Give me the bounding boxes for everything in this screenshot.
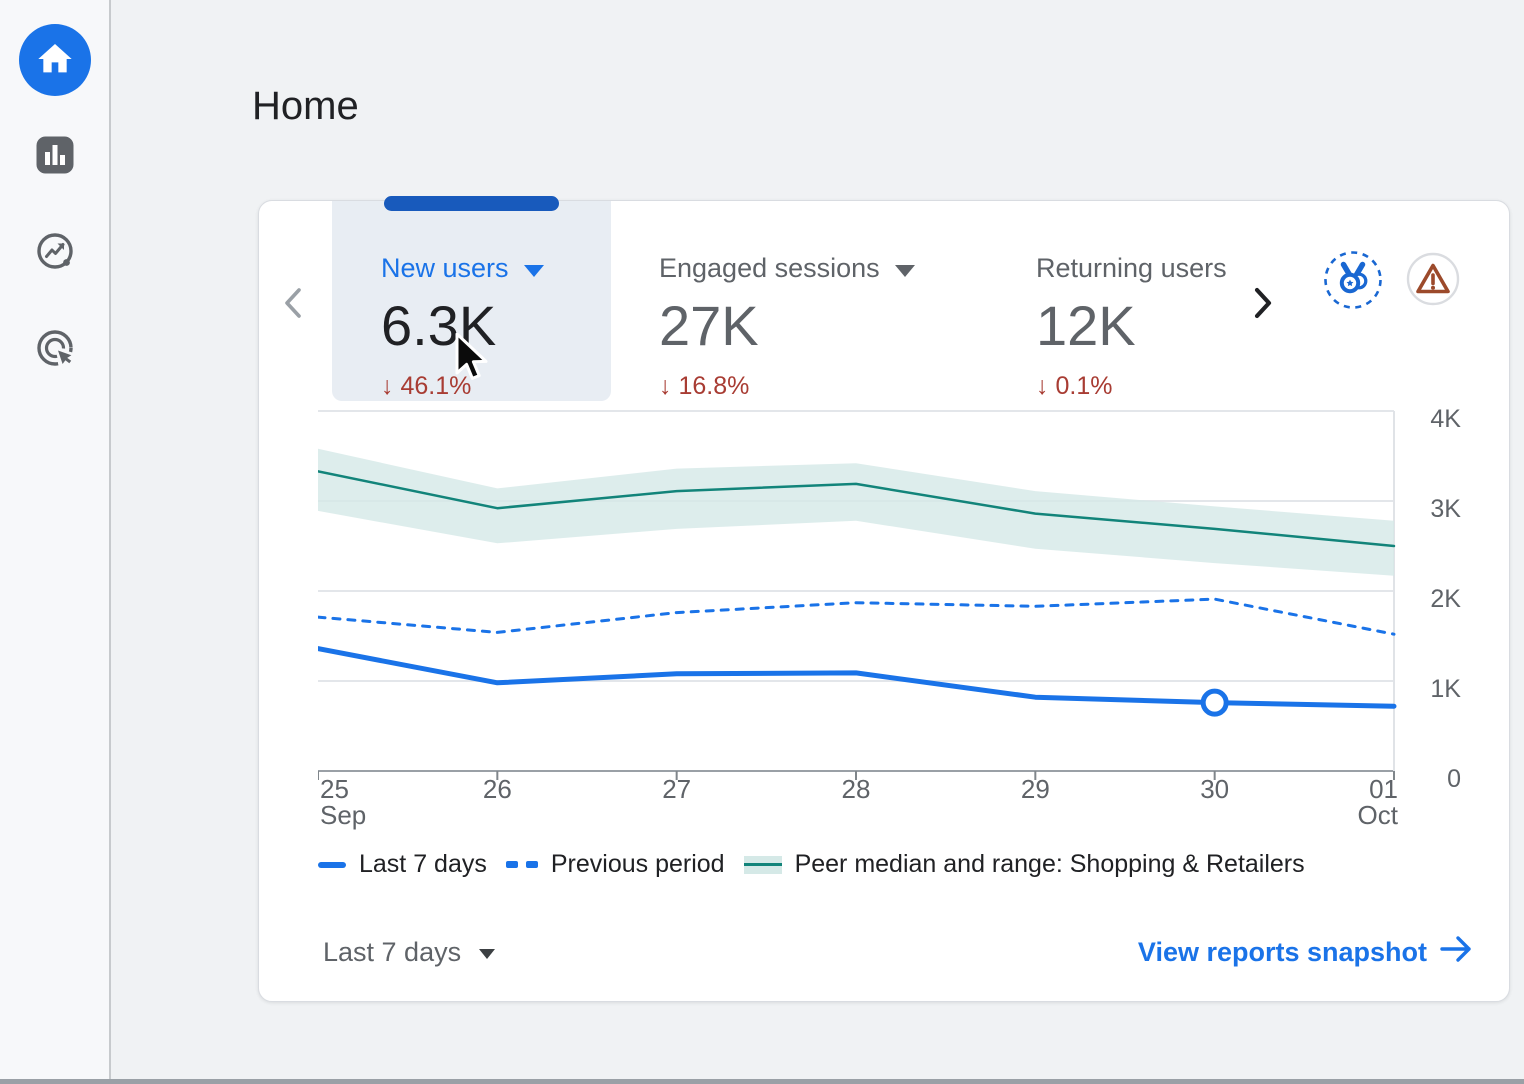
svg-text:0: 0: [1447, 765, 1461, 793]
svg-text:3K: 3K: [1430, 495, 1461, 523]
delta-percent: 16.8%: [678, 372, 750, 400]
svg-text:01: 01: [1369, 774, 1398, 804]
home-overview-card: New users 6.3K ↓ 46.1% Engaged sessions …: [258, 196, 1510, 1002]
metric-label: New users: [381, 253, 509, 283]
svg-text:Sep: Sep: [320, 800, 366, 830]
metric-tab-returning-users[interactable]: Returning users 12K ↓ 0.1%: [1036, 253, 1233, 401]
legend-label: Peer median and range: Shopping & Retail…: [794, 850, 1305, 878]
advertising-target-icon: [32, 326, 78, 375]
band-swatch-icon: [743, 855, 782, 874]
svg-text:25: 25: [320, 774, 349, 804]
down-arrow-icon: ↓: [659, 372, 672, 400]
view-reports-snapshot-link[interactable]: View reports snapshot: [1138, 934, 1473, 971]
metric-value: 12K: [1036, 294, 1136, 357]
metric-delta: ↓ 46.1%: [381, 372, 611, 401]
window-bottom-edge: [0, 1079, 1524, 1084]
arrow-right-icon: [1439, 934, 1473, 971]
chevron-down-icon: [523, 264, 544, 277]
metric-value: 27K: [659, 294, 759, 357]
svg-text:1K: 1K: [1430, 675, 1461, 703]
svg-text:30: 30: [1200, 774, 1229, 804]
date-range-label: Last 7 days: [323, 936, 462, 967]
svg-text:4K: 4K: [1430, 405, 1461, 433]
sidebar-item-explore[interactable]: [19, 217, 91, 289]
svg-text:27: 27: [662, 774, 691, 804]
card-footer: Last 7 days View reports snapshot: [323, 925, 1473, 979]
home-icon: [35, 39, 75, 82]
down-arrow-icon: ↓: [1036, 372, 1049, 400]
solid-line-swatch-icon: [318, 861, 346, 868]
svg-text:26: 26: [483, 774, 512, 804]
delta-percent: 46.1%: [400, 372, 472, 400]
legend-item-peer-median: Peer median and range: Shopping & Retail…: [743, 850, 1305, 879]
svg-text:Oct: Oct: [1358, 800, 1399, 830]
benchmarking-medal-icon[interactable]: [1323, 250, 1383, 313]
metric-label-row: New users: [381, 253, 611, 284]
chevron-right-icon: [1249, 287, 1275, 324]
chevron-down-icon: [479, 949, 496, 959]
selected-tab-indicator: [384, 196, 559, 211]
svg-text:2K: 2K: [1430, 585, 1461, 613]
svg-text:28: 28: [842, 774, 871, 804]
delta-percent: 0.1%: [1055, 372, 1113, 400]
explore-trend-icon: [32, 229, 78, 278]
legend-item-last-7-days: Last 7 days: [318, 850, 487, 879]
metric-label-row: Returning users: [1036, 253, 1233, 284]
chart-legend: Last 7 days Previous period Peer median …: [318, 850, 1305, 879]
bar-chart-icon: [34, 134, 76, 179]
metric-label: Engaged sessions: [659, 253, 880, 283]
chevron-down-icon: [894, 264, 915, 277]
metric-label: Returning users: [1036, 253, 1227, 283]
metric-delta: ↓ 16.8%: [659, 372, 915, 401]
snapshot-link-label: View reports snapshot: [1137, 936, 1427, 967]
next-metrics-button[interactable]: [1249, 285, 1275, 324]
legend-label: Previous period: [550, 850, 725, 878]
sidebar-item-advertising[interactable]: [19, 314, 91, 386]
chevron-left-icon: [281, 288, 307, 324]
page-title: Home: [252, 84, 359, 128]
metric-label-row: Engaged sessions: [659, 253, 915, 284]
left-navigation-rail: [0, 0, 111, 1079]
previous-metrics-button[interactable]: [281, 285, 307, 324]
sidebar-item-reports[interactable]: [19, 120, 91, 192]
legend-label: Last 7 days: [359, 850, 487, 878]
down-arrow-icon: ↓: [381, 372, 394, 400]
metric-delta: ↓ 0.1%: [1036, 372, 1233, 401]
data-warning-icon[interactable]: [1406, 252, 1460, 309]
svg-text:29: 29: [1021, 774, 1050, 804]
sidebar-item-home[interactable]: [19, 24, 91, 96]
metric-tab-new-users[interactable]: New users 6.3K ↓ 46.1%: [332, 201, 611, 401]
metric-tab-engaged-sessions[interactable]: Engaged sessions 27K ↓ 16.8%: [659, 253, 915, 401]
dashed-line-swatch-icon: [505, 861, 538, 868]
legend-item-previous-period: Previous period: [505, 850, 725, 879]
metric-value: 6.3K: [381, 294, 497, 357]
date-range-selector[interactable]: Last 7 days: [323, 936, 496, 968]
